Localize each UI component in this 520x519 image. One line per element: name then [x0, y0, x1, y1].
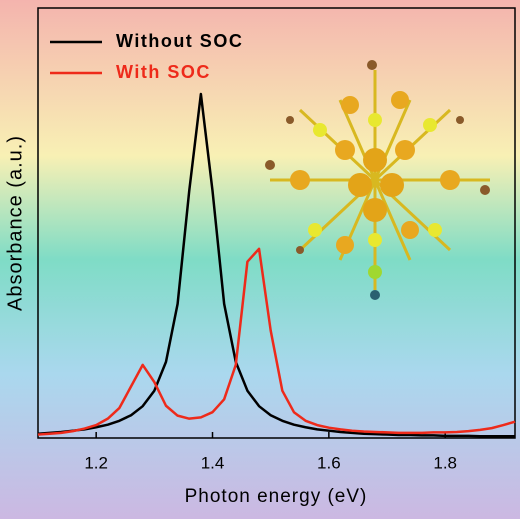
- x-axis-label: Photon energy (eV): [185, 486, 368, 507]
- series-line: [37, 92, 515, 438]
- molecule-atoms: [265, 60, 490, 300]
- x-tick-label: 1.2: [84, 453, 108, 472]
- legend-label: With SOC: [116, 62, 211, 82]
- x-tick-label: 1.4: [201, 453, 225, 472]
- x-tick-label: 1.6: [317, 453, 341, 472]
- legend-label: Without SOC: [116, 31, 243, 51]
- x-tick-label: 1.8: [433, 453, 457, 472]
- series-line: [37, 247, 516, 436]
- y-axis-label: Absorbance (a.u.): [4, 135, 26, 311]
- plot-frame: [37, 7, 516, 439]
